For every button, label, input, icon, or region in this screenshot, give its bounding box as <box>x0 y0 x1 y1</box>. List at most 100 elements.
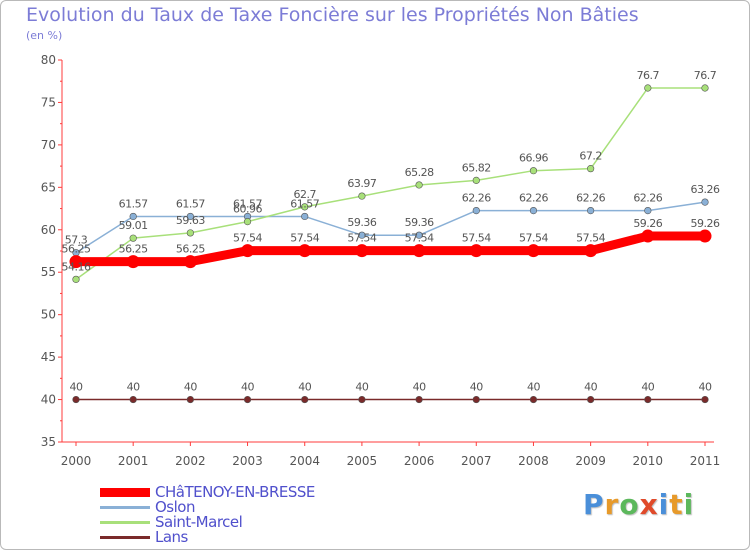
x-tick-label: 2000 <box>61 454 92 468</box>
data-label: 57.54 <box>519 232 548 245</box>
data-label: 61.57 <box>119 197 148 210</box>
data-point <box>587 206 595 215</box>
data-label: 59.26 <box>633 217 662 230</box>
chart-unit: (en %) <box>26 29 63 42</box>
y-tick-label: 65 <box>41 180 56 194</box>
data-label: 65.28 <box>405 166 434 179</box>
data-label: 57.54 <box>462 232 491 245</box>
data-point <box>415 181 423 189</box>
data-point <box>472 206 480 215</box>
data-label: 62.7 <box>293 188 316 201</box>
data-label: 57.54 <box>233 232 262 245</box>
data-label: 62.26 <box>519 192 548 205</box>
data-label: 59.26 <box>691 217 720 230</box>
data-point <box>584 244 598 258</box>
data-label: 40 <box>527 381 540 394</box>
x-tick-label: 2004 <box>289 454 320 468</box>
x-tick-label: 2006 <box>404 454 435 468</box>
data-label: 59.63 <box>176 214 205 227</box>
data-label: 57.54 <box>347 232 376 245</box>
data-point <box>298 244 312 258</box>
data-point <box>701 395 709 404</box>
data-label: 76.7 <box>694 69 717 82</box>
data-point <box>129 212 137 221</box>
logo-letter-4: x <box>639 488 659 521</box>
data-label: 76.7 <box>637 69 660 82</box>
x-tick-label: 2010 <box>633 454 664 468</box>
data-label: 63.26 <box>691 183 720 196</box>
data-label: 57.54 <box>576 232 605 245</box>
x-tick-label: 2008 <box>518 454 549 468</box>
data-point <box>301 212 309 221</box>
data-point <box>358 395 366 404</box>
data-point <box>301 203 309 211</box>
data-label: 59.36 <box>405 216 434 229</box>
data-label: 40 <box>127 381 140 394</box>
data-label: 65.82 <box>462 161 491 174</box>
data-label: 57.54 <box>290 232 319 245</box>
legend-swatch-chatenoy <box>100 488 150 497</box>
data-label: 56.25 <box>62 243 91 256</box>
series-line <box>71 231 710 267</box>
data-label: 61.57 <box>233 197 262 210</box>
logo-letter-2: r <box>604 488 620 521</box>
y-tick-label: 40 <box>41 393 56 407</box>
data-point <box>412 244 426 258</box>
x-tick-label: 2001 <box>118 454 149 468</box>
data-label: 40 <box>699 381 712 394</box>
data-label: 40 <box>241 381 254 394</box>
proxiti-logo: Proxiti <box>583 488 694 521</box>
data-label: 40 <box>184 381 197 394</box>
data-point <box>183 255 197 269</box>
data-point <box>358 192 366 200</box>
data-label: 59.01 <box>119 219 148 232</box>
data-label: 40 <box>355 381 368 394</box>
data-point <box>415 395 423 404</box>
data-label: 40 <box>584 381 597 394</box>
data-label: 40 <box>470 381 483 394</box>
y-tick-label: 35 <box>41 435 56 449</box>
y-tick-label: 55 <box>41 265 56 279</box>
data-point <box>644 206 652 215</box>
data-label: 40 <box>70 381 83 394</box>
data-label: 67.2 <box>579 150 602 163</box>
data-point <box>126 255 140 269</box>
data-label: 62.26 <box>462 192 491 205</box>
data-label: 40 <box>413 381 426 394</box>
data-point <box>69 255 83 269</box>
data-point <box>472 395 480 404</box>
y-tick-label: 60 <box>41 223 56 237</box>
data-label: 56.25 <box>176 243 205 256</box>
data-label: 59.36 <box>347 216 376 229</box>
data-point <box>243 218 252 226</box>
data-label: 63.97 <box>347 177 376 190</box>
data-point <box>243 395 252 404</box>
data-point <box>587 165 595 173</box>
legend-label-oslon: Oslon <box>155 498 195 516</box>
data-point <box>355 244 369 258</box>
data-point <box>698 229 712 243</box>
data-point <box>529 206 538 215</box>
legend-swatch-oslon <box>100 506 150 509</box>
x-tick-label: 2007 <box>461 454 492 468</box>
data-label: 57.3 <box>65 234 88 247</box>
logo-letter-6: t <box>669 488 684 521</box>
data-point <box>358 231 366 239</box>
legend-label-saint-marcel: Saint-Marcel <box>155 513 243 531</box>
data-label: 62.26 <box>576 192 605 205</box>
data-label: 40 <box>298 381 311 394</box>
data-point <box>469 244 483 258</box>
logo-letter-1: P <box>583 488 605 521</box>
data-point <box>641 229 655 243</box>
data-label: 62.26 <box>633 192 662 205</box>
data-point <box>526 244 540 258</box>
logo-letter-5: i <box>658 488 670 521</box>
data-point <box>701 198 709 206</box>
data-label: 66.96 <box>519 152 548 165</box>
x-tick-label: 2005 <box>347 454 378 468</box>
data-label: 60.96 <box>233 203 262 216</box>
data-point <box>529 395 538 404</box>
chart-title: Evolution du Taux de Taxe Foncière sur l… <box>26 4 639 26</box>
y-tick-label: 80 <box>41 53 56 67</box>
